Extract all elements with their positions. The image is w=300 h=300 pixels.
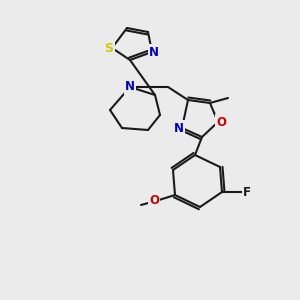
Text: N: N (125, 80, 135, 94)
Text: N: N (149, 46, 159, 59)
Text: O: O (216, 116, 226, 128)
Text: S: S (104, 41, 113, 55)
Text: O: O (149, 194, 159, 206)
Text: N: N (174, 122, 184, 134)
Text: F: F (243, 185, 251, 199)
